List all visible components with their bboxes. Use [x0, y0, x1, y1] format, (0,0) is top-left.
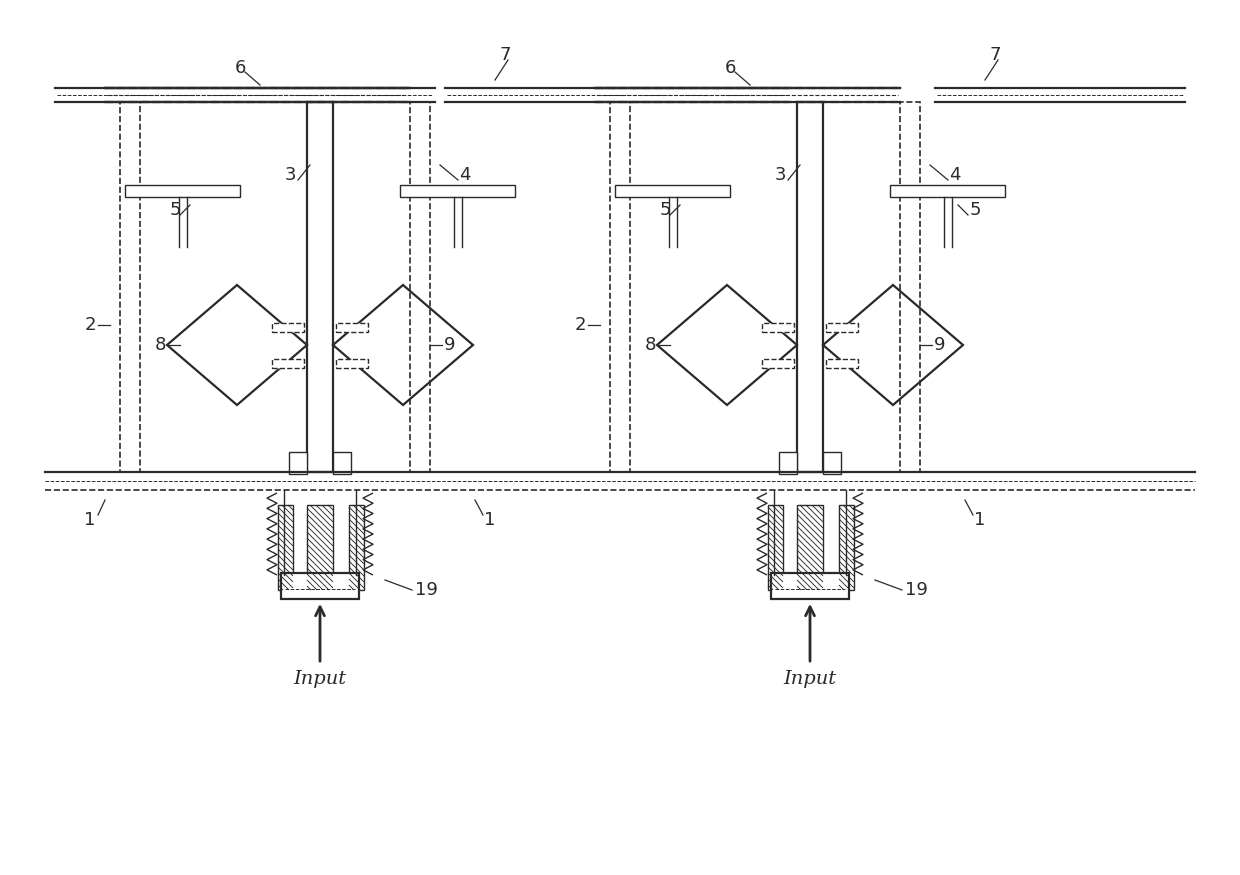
Bar [763, 359, 794, 368]
Bar [823, 452, 841, 474]
Bar [839, 505, 854, 590]
Text: 1: 1 [485, 511, 496, 529]
Bar [763, 323, 794, 332]
Text: 2: 2 [84, 316, 95, 334]
Bar [615, 185, 730, 197]
Bar [272, 359, 304, 368]
Bar [797, 505, 823, 590]
Text: Input: Input [784, 670, 837, 688]
Text: 4: 4 [459, 166, 471, 184]
Bar [771, 573, 849, 599]
Bar [120, 102, 140, 472]
Bar [410, 102, 430, 472]
Bar [278, 505, 293, 590]
Bar [308, 505, 334, 590]
Text: 9: 9 [934, 336, 946, 354]
Text: 6: 6 [234, 59, 246, 77]
Text: 8: 8 [154, 336, 166, 354]
Bar [272, 323, 304, 332]
Text: 19: 19 [905, 581, 928, 599]
Text: 8: 8 [645, 336, 656, 354]
Text: Input: Input [294, 670, 346, 688]
Bar [779, 452, 797, 474]
Text: 6: 6 [724, 59, 735, 77]
Bar [336, 323, 368, 332]
Bar [890, 185, 1004, 197]
Bar [125, 185, 241, 197]
Text: 5: 5 [660, 201, 671, 219]
Text: 19: 19 [415, 581, 438, 599]
Text: 5: 5 [169, 201, 181, 219]
Text: 7: 7 [990, 46, 1001, 64]
Text: 9: 9 [444, 336, 456, 354]
Text: 4: 4 [950, 166, 961, 184]
Bar [336, 359, 368, 368]
Bar [768, 505, 782, 590]
Bar [289, 452, 308, 474]
Bar [308, 102, 334, 472]
Text: 1: 1 [84, 511, 95, 529]
Bar [334, 452, 351, 474]
Text: 7: 7 [500, 46, 511, 64]
Bar [610, 102, 630, 472]
Text: 2: 2 [574, 316, 585, 334]
Bar [401, 185, 515, 197]
Bar [281, 573, 360, 599]
Text: 1: 1 [975, 511, 986, 529]
Text: 3: 3 [284, 166, 296, 184]
Bar [348, 505, 365, 590]
Text: 3: 3 [774, 166, 786, 184]
Bar [900, 102, 920, 472]
Bar [826, 359, 858, 368]
Bar [797, 102, 823, 472]
Text: 5: 5 [970, 201, 981, 219]
Bar [826, 323, 858, 332]
